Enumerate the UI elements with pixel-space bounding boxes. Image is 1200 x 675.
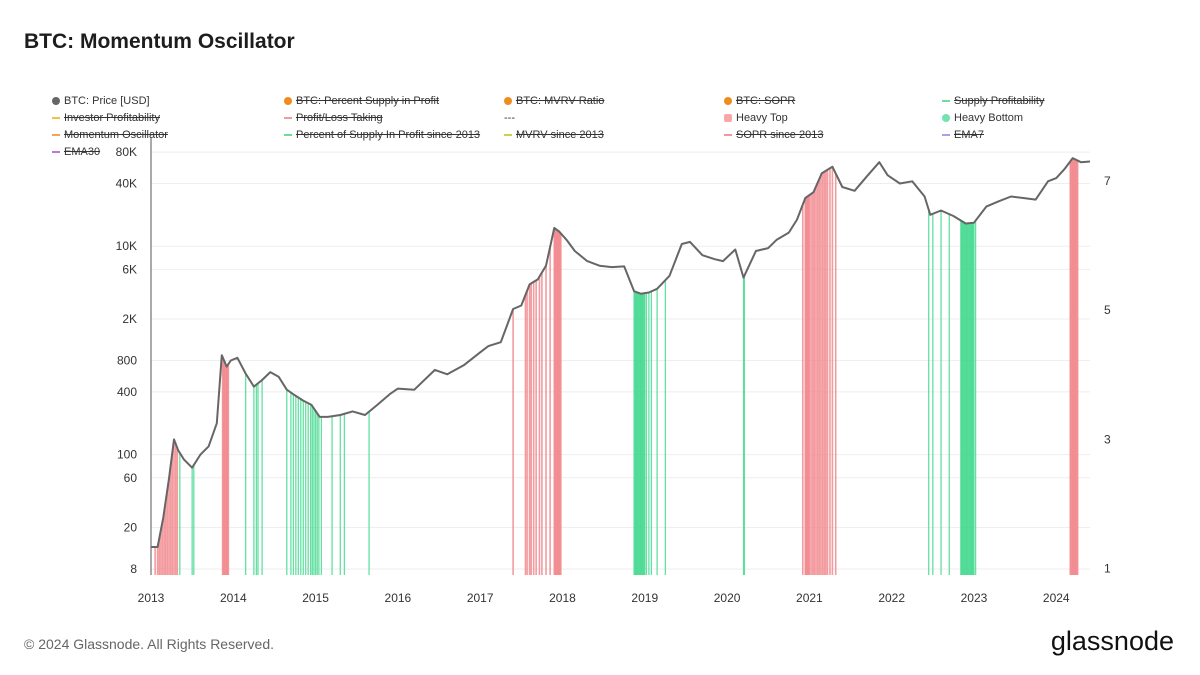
legend-swatch-icon xyxy=(724,133,732,136)
legend-item[interactable]: --- xyxy=(504,109,515,126)
legend-item[interactable]: Heavy Top xyxy=(724,109,788,126)
legend-label: Heavy Top xyxy=(736,111,788,124)
legend-swatch-icon xyxy=(284,133,292,136)
legend-label: Profit/Loss Taking xyxy=(296,111,383,124)
y-left-tick-label: 8 xyxy=(130,562,137,576)
legend-item[interactable]: Momentum Oscillator xyxy=(52,126,168,143)
y-left-tick-label: 6K xyxy=(122,262,137,276)
legend-label: Supply Profitability xyxy=(954,94,1045,107)
legend-swatch-icon xyxy=(504,96,512,105)
legend-swatch-icon xyxy=(942,133,950,136)
legend-item[interactable]: BTC: Percent Supply in Profit xyxy=(284,92,439,109)
x-tick-label: 2013 xyxy=(138,591,165,605)
legend-label: EMA7 xyxy=(954,128,984,141)
legend-label: SOPR since 2013 xyxy=(736,128,824,141)
x-tick-label: 2021 xyxy=(796,591,823,605)
y-left-tick-label: 60 xyxy=(124,471,138,485)
legend-label: BTC: MVRV Ratio xyxy=(516,94,605,107)
legend-swatch-icon xyxy=(504,133,512,136)
x-tick-label: 2024 xyxy=(1043,591,1070,605)
legend-item[interactable]: Percent of Supply In Profit since 2013 xyxy=(284,126,480,143)
legend-swatch-icon xyxy=(52,150,60,153)
glassnode-logo: glassnode xyxy=(1050,626,1174,656)
legend-label: BTC: Price [USD] xyxy=(64,94,150,107)
legend-swatch-icon xyxy=(284,116,292,119)
y-left-tick-label: 20 xyxy=(124,520,138,534)
legend-item[interactable]: Investor Profitability xyxy=(52,109,160,126)
legend-label: Percent of Supply In Profit since 2013 xyxy=(296,128,481,141)
y-right-tick-label: 3 xyxy=(1104,432,1111,446)
legend-swatch-icon xyxy=(724,113,732,122)
legend-item[interactable]: EMA30 xyxy=(52,143,100,160)
legend-item[interactable]: SOPR since 2013 xyxy=(724,126,823,143)
legend-swatch-icon xyxy=(284,96,292,105)
legend-item[interactable]: EMA7 xyxy=(942,126,984,143)
legend-swatch-icon xyxy=(52,96,60,105)
x-tick-label: 2022 xyxy=(878,591,905,605)
y-left-tick-label: 400 xyxy=(117,385,137,399)
y-right-tick-label: 5 xyxy=(1104,303,1111,317)
y-left-tick-label: 10K xyxy=(116,239,137,253)
y-left-tick-label: 80K xyxy=(116,145,137,159)
y-left-tick-label: 2K xyxy=(122,312,137,326)
x-tick-label: 2023 xyxy=(961,591,988,605)
legend-label: Heavy Bottom xyxy=(954,111,1024,124)
legend-label: Investor Profitability xyxy=(64,111,160,124)
legend-label: Momentum Oscillator xyxy=(64,128,168,141)
legend-swatch-icon xyxy=(942,113,950,122)
y-left-tick-label: 100 xyxy=(117,448,137,462)
y-left-tick-label: 40K xyxy=(116,176,137,190)
legend-item[interactable]: BTC: SOPR xyxy=(724,92,795,109)
x-tick-label: 2018 xyxy=(549,591,576,605)
x-tick-label: 2019 xyxy=(631,591,658,605)
legend-label: MVRV since 2013 xyxy=(516,128,604,141)
legend-item[interactable]: MVRV since 2013 xyxy=(504,126,604,143)
x-tick-label: 2014 xyxy=(220,591,247,605)
legend-item[interactable]: Supply Profitability xyxy=(942,92,1045,109)
legend-label: --- xyxy=(504,111,515,124)
x-tick-label: 2016 xyxy=(385,591,412,605)
legend-label: BTC: SOPR xyxy=(736,94,796,107)
x-tick-label: 2020 xyxy=(714,591,741,605)
legend-item[interactable]: Heavy Bottom xyxy=(942,109,1023,126)
y-right-tick-label: 7 xyxy=(1104,174,1111,188)
legend: BTC: Price [USD] BTC: Percent Supply in P… xyxy=(52,92,1102,158)
y-right-tick-label: 1 xyxy=(1104,562,1111,576)
legend-item[interactable]: BTC: MVRV Ratio xyxy=(504,92,604,109)
legend-label: EMA30 xyxy=(64,145,101,158)
legend-label: BTC: Percent Supply in Profit xyxy=(296,94,440,107)
legend-item[interactable]: Profit/Loss Taking xyxy=(284,109,383,126)
legend-swatch-icon xyxy=(52,133,60,136)
copyright-notice: © 2024 Glassnode. All Rights Reserved. xyxy=(24,636,275,652)
legend-swatch-icon xyxy=(942,99,950,102)
chart-title: BTC: Momentum Oscillator xyxy=(24,30,295,53)
x-tick-label: 2017 xyxy=(467,591,494,605)
legend-swatch-icon xyxy=(724,96,732,105)
y-left-tick-label: 800 xyxy=(117,354,137,368)
legend-item[interactable]: BTC: Price [USD] xyxy=(52,92,150,109)
x-tick-label: 2015 xyxy=(302,591,329,605)
price-series-line xyxy=(151,157,1091,548)
legend-swatch-icon xyxy=(52,116,60,119)
